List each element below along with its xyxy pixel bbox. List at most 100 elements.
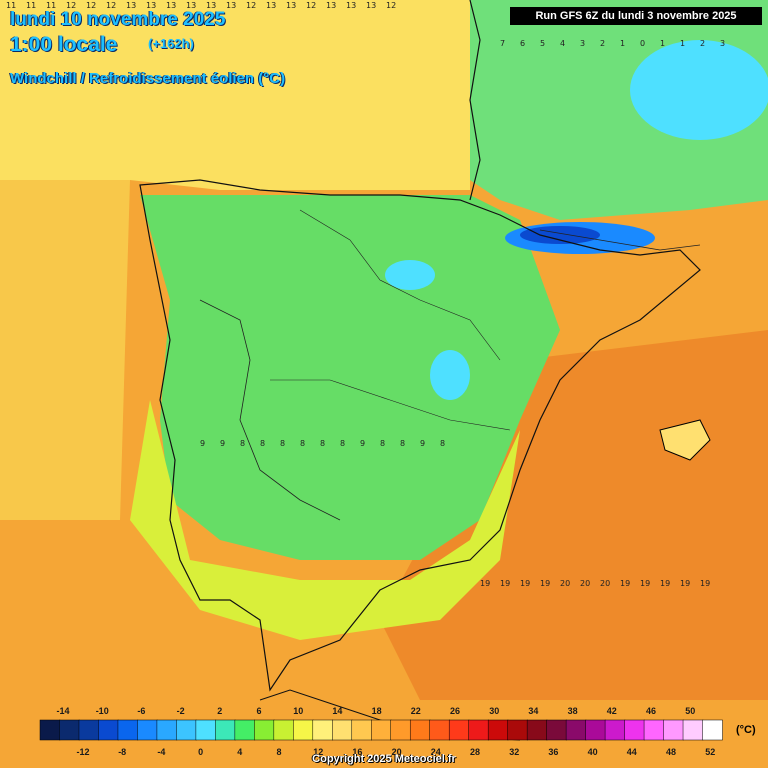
time-title: 1:00 locale bbox=[10, 33, 118, 56]
atlantic-west-zone bbox=[0, 180, 130, 520]
region-border-1 bbox=[299, 209, 501, 361]
legend-bottom-label: 28 bbox=[470, 747, 480, 757]
legend-top-label: -6 bbox=[137, 706, 145, 716]
legend-swatch bbox=[273, 719, 295, 741]
legend-swatch bbox=[117, 719, 139, 741]
atlantic-yellow-zone bbox=[0, 0, 470, 190]
legend-swatch bbox=[507, 719, 528, 741]
legend-swatch bbox=[371, 719, 392, 741]
legend-bottom-label: 12 bbox=[313, 747, 323, 757]
legend-top-label: 6 bbox=[256, 706, 261, 716]
interior-cold-patch-2 bbox=[430, 350, 470, 400]
legend-top-label: 34 bbox=[528, 706, 538, 716]
legend-top-label: -2 bbox=[177, 706, 185, 716]
legend-swatch bbox=[98, 719, 119, 741]
legend-top-label: 42 bbox=[607, 706, 617, 716]
legend-top-label: 46 bbox=[646, 706, 656, 716]
legend-swatch bbox=[468, 719, 489, 741]
legend-swatch bbox=[39, 719, 61, 741]
legend-bottom-label: 52 bbox=[705, 747, 715, 757]
legend-swatch bbox=[663, 719, 684, 741]
legend-swatch bbox=[59, 719, 80, 741]
legend-swatch bbox=[215, 719, 236, 741]
legend-top-label: 22 bbox=[411, 706, 421, 716]
legend-swatch bbox=[156, 719, 178, 741]
legend-top-label: 10 bbox=[293, 706, 303, 716]
legend-bottom-label: 44 bbox=[627, 747, 637, 757]
legend-top-label: -10 bbox=[96, 706, 109, 716]
variable-title: Windchill / Refroidissement éolien (°C) bbox=[10, 70, 286, 87]
iberia-green-zone bbox=[140, 195, 560, 560]
legend-swatch bbox=[137, 719, 158, 741]
legend-swatch bbox=[195, 719, 217, 741]
legend-bottom-label: 8 bbox=[276, 747, 281, 757]
legend-swatch bbox=[429, 719, 450, 741]
iberia-coastline bbox=[139, 179, 701, 692]
legend-swatch bbox=[351, 719, 373, 741]
france-cold-core bbox=[630, 40, 768, 140]
legend-swatch bbox=[682, 719, 704, 741]
legend-bottom-label: 32 bbox=[509, 747, 519, 757]
legend-top-label: 50 bbox=[685, 706, 695, 716]
legend-swatch bbox=[604, 719, 626, 741]
legend-swatch bbox=[624, 719, 645, 741]
legend-swatch bbox=[565, 719, 587, 741]
legend-swatch bbox=[526, 719, 548, 741]
legend-top-label: -14 bbox=[56, 706, 69, 716]
legend-bottom-label: 4 bbox=[237, 747, 242, 757]
legend-bottom-label: -12 bbox=[76, 747, 89, 757]
legend-bottom-label: 16 bbox=[352, 747, 362, 757]
legend-swatch bbox=[332, 719, 353, 741]
legend-top-label: 18 bbox=[372, 706, 382, 716]
portugal-border bbox=[199, 299, 341, 521]
legend-top-label: 38 bbox=[568, 706, 578, 716]
legend-swatch bbox=[78, 719, 100, 741]
value-grid: 11 11 11 12 12 12 13 13 13 13 13 13 12 13 13 12 13 13 13 12… bbox=[6, 1, 725, 588]
legend-swatch bbox=[546, 719, 567, 741]
value-row-atlantic-north-row: 11 11 11 12 12 12 13 13 13 13 13 13 12 13 13 12 13 13 13 12 bbox=[6, 1, 396, 10]
legend-swatch bbox=[585, 719, 606, 741]
legend-swatch bbox=[702, 719, 723, 741]
legend-top-label: 26 bbox=[450, 706, 460, 716]
legend-swatch bbox=[643, 719, 665, 741]
legend-swatch bbox=[293, 719, 314, 741]
lead-time: (+162h) bbox=[148, 36, 194, 51]
legend-swatch bbox=[312, 719, 334, 741]
legend-bottom-label: 40 bbox=[588, 747, 598, 757]
legend-top-label: 2 bbox=[217, 706, 222, 716]
color-legend: -14 -10 -6 -2 2 6 10 14 18 22 26 30 34 38 42 46 50-12 -8-… bbox=[39, 706, 723, 757]
legend-bottom-label: -4 bbox=[157, 747, 165, 757]
legend-swatch bbox=[409, 719, 431, 741]
legend-bottom-label: 36 bbox=[548, 747, 558, 757]
interior-cold-patch-1 bbox=[385, 260, 435, 290]
legend-bottom-label: 20 bbox=[392, 747, 402, 757]
legend-swatch bbox=[176, 719, 197, 741]
legend-swatch bbox=[234, 719, 256, 741]
france-atlantic-coast bbox=[469, 0, 481, 201]
balearic-islands bbox=[659, 419, 711, 461]
legend-swatch bbox=[487, 719, 509, 741]
pyrenees-core bbox=[520, 226, 600, 244]
france-spain-border bbox=[539, 229, 701, 251]
legend-swatch bbox=[390, 719, 411, 741]
date-title: lundi 10 novembre 2025 bbox=[10, 9, 226, 30]
region-border-2 bbox=[270, 379, 511, 431]
legend-units: (°C) bbox=[736, 724, 756, 736]
legend-swatch bbox=[254, 719, 275, 741]
legend-top-label: 30 bbox=[489, 706, 499, 716]
legend-swatch bbox=[448, 719, 470, 741]
copyright-text: Copyright 2025 Meteociel.fr bbox=[312, 753, 456, 765]
legend-bottom-label: 24 bbox=[431, 747, 441, 757]
legend-top-label: 14 bbox=[332, 706, 342, 716]
value-row-med-row: 19 19 19 19 20 20 20 19 19 19 19 19 bbox=[480, 579, 710, 588]
run-info-box: Run GFS 6Z du lundi 3 novembre 2025 bbox=[510, 7, 762, 25]
sea-orange-zone bbox=[380, 330, 768, 700]
legend-bottom-label: -8 bbox=[118, 747, 126, 757]
iberia-south-zone bbox=[130, 400, 520, 640]
legend-bottom-label: 48 bbox=[666, 747, 676, 757]
legend-bottom-label: 0 bbox=[198, 747, 203, 757]
